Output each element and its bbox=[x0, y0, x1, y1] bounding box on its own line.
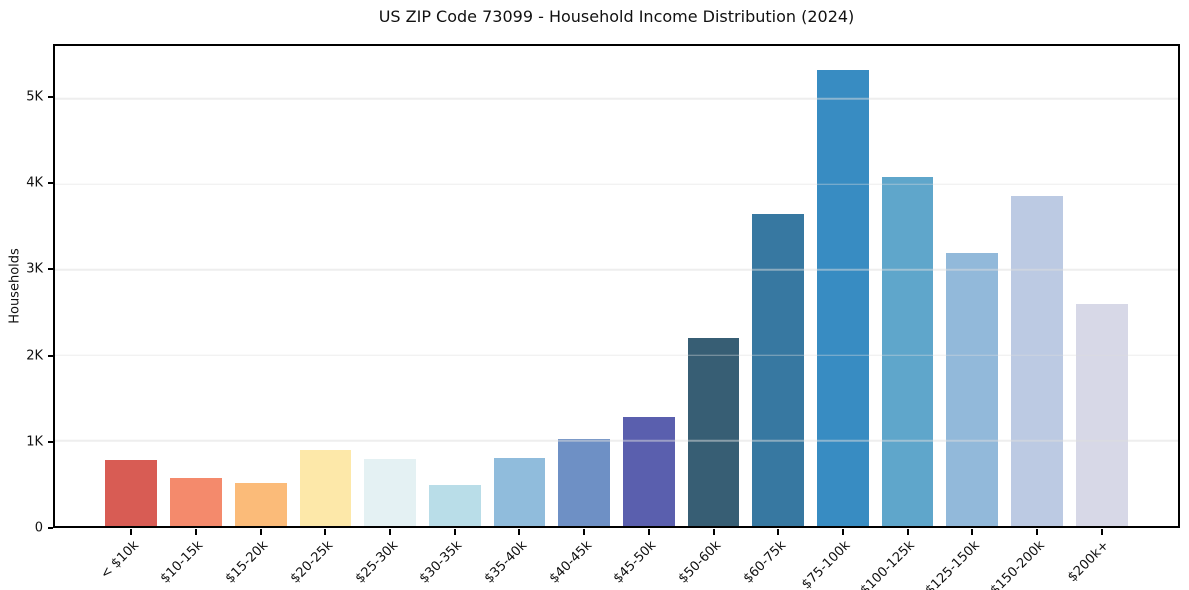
bar-slot: $75-100k bbox=[799, 46, 876, 590]
x-tick-label: $100-125k bbox=[858, 538, 919, 590]
y-tick-mark bbox=[48, 268, 53, 271]
x-tick-mark bbox=[712, 529, 715, 535]
y-tick-label: 3K bbox=[26, 261, 43, 277]
bar-slot: < $10k bbox=[98, 46, 164, 582]
x-tick-mark bbox=[971, 529, 974, 535]
bar-slot: $10-15k bbox=[158, 46, 229, 586]
y-tick-label: 2K bbox=[26, 348, 43, 364]
x-tick-label: $25-30k bbox=[352, 538, 401, 587]
y-tick-mark bbox=[48, 354, 53, 357]
plot-area: < $10k $10-15k $15-20k $20-25k $25-30k $30-35… bbox=[53, 44, 1180, 590]
x-tick-mark bbox=[777, 529, 780, 535]
bar-slot: $100-125k bbox=[858, 46, 940, 590]
bar bbox=[622, 417, 675, 526]
bar bbox=[1075, 303, 1128, 526]
y-tick-label: 4K bbox=[26, 175, 43, 191]
bar bbox=[428, 484, 481, 526]
x-tick-mark bbox=[195, 529, 198, 535]
bar bbox=[493, 458, 546, 526]
x-tick-mark bbox=[259, 529, 262, 535]
x-tick-label: $200k+ bbox=[1065, 538, 1113, 586]
x-tick-label: $45-50k bbox=[610, 538, 660, 587]
x-tick-label: $20-25k bbox=[287, 538, 337, 587]
bar-slot: $150-200k bbox=[987, 46, 1070, 590]
bar-slot: $125-150k bbox=[923, 46, 1005, 590]
x-tick-mark bbox=[583, 529, 586, 535]
x-tick-label: $15-20k bbox=[222, 538, 272, 587]
x-tick-mark bbox=[518, 529, 521, 535]
x-tick-mark bbox=[453, 529, 456, 535]
bar-slot: $30-35k bbox=[417, 46, 487, 586]
y-axis-ticks: 0 1K 2K 3K 4K 5K bbox=[0, 44, 53, 535]
y-tick-mark bbox=[48, 527, 53, 529]
x-tick-label: $50-60k bbox=[675, 538, 725, 587]
bar-slot: $60-75k bbox=[740, 46, 811, 586]
x-tick-label: $40-45k bbox=[546, 538, 595, 587]
y-tick-mark bbox=[48, 182, 53, 185]
bar bbox=[170, 478, 222, 526]
y-tick-label: 1K bbox=[26, 434, 43, 450]
bar bbox=[752, 213, 805, 526]
x-tick-mark bbox=[647, 529, 650, 535]
y-tick-mark bbox=[48, 96, 53, 99]
y-tick-label: 5K bbox=[26, 89, 43, 105]
x-tick-mark bbox=[841, 529, 844, 535]
y-tick-mark bbox=[48, 440, 53, 443]
x-tick-label: $35-40k bbox=[481, 538, 531, 587]
x-tick-label: $75-100k bbox=[799, 538, 854, 590]
x-tick-label: $60-75k bbox=[740, 538, 789, 587]
x-tick-mark bbox=[389, 529, 392, 535]
y-tick-label: 0 bbox=[34, 520, 43, 536]
bar bbox=[558, 439, 611, 526]
bar bbox=[946, 253, 999, 526]
bar-slot: $40-45k bbox=[546, 46, 617, 586]
x-tick-mark bbox=[1100, 529, 1103, 535]
bar bbox=[364, 459, 416, 526]
bar bbox=[1011, 196, 1063, 526]
bar bbox=[687, 337, 740, 526]
chart-title: US ZIP Code 73099 - Household Income Dis… bbox=[378, 7, 855, 26]
x-tick-mark bbox=[324, 529, 327, 535]
x-tick-label: $30-35k bbox=[416, 538, 466, 587]
bars-container: < $10k $10-15k $15-20k $20-25k $25-30k $30-35… bbox=[55, 46, 1178, 590]
x-tick-label: $150-200k bbox=[987, 538, 1048, 590]
bar-slot: $50-60k bbox=[676, 46, 746, 586]
x-tick-mark bbox=[906, 529, 909, 535]
x-tick-label: < $10k bbox=[97, 538, 142, 583]
bar bbox=[105, 460, 158, 526]
bar-slot: $45-50k bbox=[611, 46, 682, 586]
bar-slot: $200k+ bbox=[1065, 46, 1134, 585]
bar bbox=[234, 483, 287, 526]
x-tick-mark bbox=[1035, 529, 1038, 535]
x-tick-label: $125-150k bbox=[922, 538, 983, 590]
bar bbox=[299, 449, 352, 526]
bar-slot: $35-40k bbox=[482, 46, 552, 586]
bar bbox=[881, 177, 934, 526]
x-tick-label: $10-15k bbox=[158, 538, 207, 587]
bar bbox=[817, 69, 869, 526]
bar-slot: $15-20k bbox=[223, 46, 293, 586]
bar-slot: $25-30k bbox=[352, 46, 423, 586]
bar-slot: $20-25k bbox=[288, 46, 358, 586]
x-tick-mark bbox=[130, 529, 133, 535]
